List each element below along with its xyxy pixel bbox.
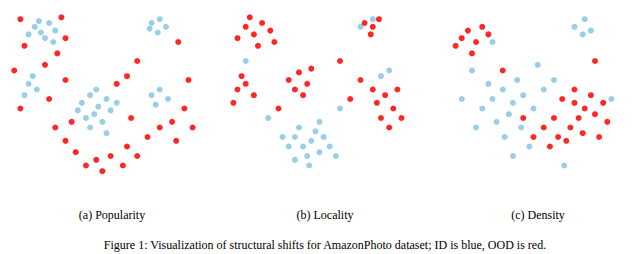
svg-text:(c) Density: (c) Density xyxy=(511,208,565,222)
svg-text:Figure 1: Visualization of str: Figure 1: Visualization of structural sh… xyxy=(104,238,546,252)
svg-text:(b) Locality: (b) Locality xyxy=(297,208,354,222)
svg-text:(a) Popularity: (a) Popularity xyxy=(79,208,145,222)
